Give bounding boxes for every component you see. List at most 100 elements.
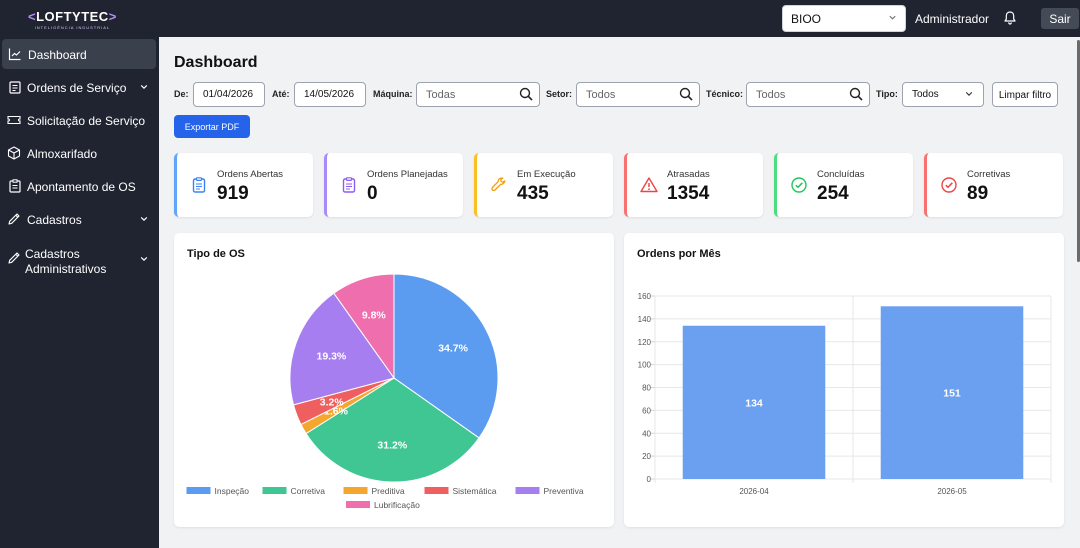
card-atrasadas[interactable]: Atrasadas 1354 — [624, 153, 763, 217]
y-tick-label: 120 — [638, 338, 652, 347]
legend-swatch — [343, 487, 368, 494]
page-title: Dashboard — [174, 54, 258, 71]
legend-item[interactable]: Preditiva — [343, 486, 405, 496]
clipboard-icon — [342, 177, 356, 193]
pencil-icon — [8, 213, 20, 225]
pie-chart-panel: Tipo de OS 34.7% 31.2% 1.6% 3.2% 19.3% 9.8% In… — [174, 233, 614, 527]
card-concluidas[interactable]: Concluídas 254 — [774, 153, 913, 217]
search-icon[interactable] — [679, 87, 693, 101]
bar-chart-panel: Ordens por Mês 0 20 40 60 80 100 120 140 160 134 2… — [624, 233, 1064, 527]
sector-placeholder: Todos — [586, 89, 616, 101]
type-select-value: Todos — [912, 89, 939, 100]
legend-swatch — [262, 487, 287, 494]
legend-label: Corretiva — [291, 486, 326, 496]
y-tick-label: 80 — [642, 384, 651, 393]
to-date-input[interactable]: 14/05/2026 — [294, 82, 366, 107]
check-circle-icon — [941, 177, 957, 193]
chevron-down-icon — [965, 92, 973, 96]
chevron-down-icon — [140, 256, 148, 262]
pie-chart: 34.7%31.2%1.6%3.2%19.3%9.8%Inspeção Corre… — [186, 273, 584, 510]
machine-placeholder: Todas — [426, 89, 456, 101]
tech-search-input[interactable]: Todos — [746, 82, 870, 107]
card-ordens-planejadas[interactable]: Ordens Planejadas 0 — [324, 153, 463, 217]
sidebar-item-cadastros-administrativos[interactable]: Cadastros Administrativos — [0, 239, 159, 279]
pencil-icon — [8, 252, 20, 264]
sidebar-item-label: Cadastros Administrativos — [25, 247, 107, 276]
pie-slice-preventiva[interactable] — [289, 292, 395, 406]
sidebar-item-apontamento[interactable]: Apontamento de OS — [0, 171, 159, 201]
sidebar-item-label: Ordens de Serviço — [27, 81, 127, 95]
tech-placeholder: Todos — [756, 89, 786, 101]
check-circle-icon — [791, 177, 807, 193]
wrench-icon — [491, 177, 506, 192]
pie-slice-inspeção[interactable] — [393, 273, 499, 439]
logo-text: LOFTYTEC — [36, 9, 109, 24]
legend-label: Sistemática — [453, 486, 497, 496]
pie-data-label: 34.7% — [438, 342, 468, 354]
card-title: Em Execução — [517, 169, 576, 180]
sector-label: Setor: — [546, 89, 573, 99]
ticket-icon — [7, 115, 21, 125]
clipboard-icon — [9, 81, 21, 94]
sidebar-item-cadastros[interactable]: Cadastros — [0, 204, 159, 234]
legend-item[interactable]: Preventiva — [515, 486, 584, 496]
legend-label: Preventiva — [544, 486, 584, 496]
logo-bracket-right: > — [108, 9, 117, 24]
type-select[interactable]: Todos — [902, 82, 984, 107]
card-title: Ordens Abertas — [217, 169, 284, 180]
y-tick-label: 60 — [642, 406, 651, 415]
card-title: Concluídas — [817, 169, 865, 180]
card-value: 1354 — [667, 183, 710, 204]
legend-item[interactable]: Inspeção — [186, 486, 250, 496]
logout-button[interactable]: Sair — [1041, 8, 1079, 29]
clipboard-icon — [192, 177, 206, 193]
card-ordens-abertas[interactable]: Ordens Abertas 919 — [174, 153, 313, 217]
legend-item[interactable]: Lubrificação — [346, 500, 420, 510]
clipboard-list-icon — [9, 179, 21, 193]
chevron-down-icon — [140, 84, 148, 90]
scrollbar[interactable] — [1077, 40, 1080, 262]
type-label: Tipo: — [876, 89, 898, 99]
chevron-down-icon — [889, 15, 896, 20]
search-icon[interactable] — [849, 87, 863, 101]
clear-filter-button[interactable]: Limpar filtro — [992, 82, 1058, 107]
sidebar-item-ordens-servico[interactable]: Ordens de Serviço — [0, 72, 159, 102]
sidebar-item-solicitacao[interactable]: Solicitação de Serviço — [0, 105, 159, 135]
unit-select[interactable]: BIOO — [782, 5, 906, 32]
user-name[interactable]: Administrador — [915, 12, 990, 26]
legend-swatch — [186, 487, 211, 494]
sidebar-item-dashboard[interactable]: Dashboard — [2, 39, 156, 69]
sidebar-item-label: Almoxarifado — [27, 147, 98, 161]
machine-search-input[interactable]: Todas — [416, 82, 540, 107]
pie-slice-corretiva[interactable] — [305, 377, 480, 483]
y-tick-label: 20 — [642, 452, 651, 461]
bar-chart-title: Ordens por Mês — [637, 248, 721, 260]
sector-search-input[interactable]: Todos — [576, 82, 700, 107]
y-tick-label: 160 — [638, 292, 652, 301]
box-icon — [7, 146, 21, 160]
legend-label: Preditiva — [372, 486, 405, 496]
logo-bracket-left: < — [28, 9, 37, 24]
legend-item[interactable]: Sistemática — [424, 486, 497, 496]
sidebar: Dashboard Ordens de Serviço Solicitação … — [0, 37, 159, 548]
bar-data-label: 134 — [745, 397, 763, 409]
export-pdf-button[interactable]: Exportar PDF — [174, 115, 250, 138]
legend-item[interactable]: Corretiva — [262, 486, 326, 496]
to-date-label: Até: — [272, 89, 290, 99]
bell-icon[interactable] — [1002, 10, 1018, 26]
card-corretivas[interactable]: Corretivas 89 — [924, 153, 1063, 217]
from-date-input[interactable]: 01/04/2026 — [193, 82, 265, 107]
pie-slice-lubrificação[interactable] — [333, 273, 395, 380]
sidebar-item-label: Solicitação de Serviço — [27, 114, 146, 128]
bar-2026-05[interactable] — [880, 306, 1024, 479]
card-em-execucao[interactable]: Em Execução 435 — [474, 153, 613, 217]
search-icon[interactable] — [519, 87, 533, 101]
sidebar-item-almoxarifado[interactable]: Almoxarifado — [0, 138, 159, 168]
warning-icon — [640, 177, 658, 193]
card-value: 0 — [367, 183, 378, 204]
top-bar: <LOFTYTEC> INTELIGÊNCIA INDUSTRIAL BIOO … — [0, 0, 1080, 37]
bar-2026-04[interactable] — [682, 325, 826, 479]
x-tick-label: 2026-04 — [739, 487, 769, 496]
card-value: 919 — [217, 183, 249, 204]
logo[interactable]: <LOFTYTEC> INTELIGÊNCIA INDUSTRIAL — [28, 9, 117, 30]
